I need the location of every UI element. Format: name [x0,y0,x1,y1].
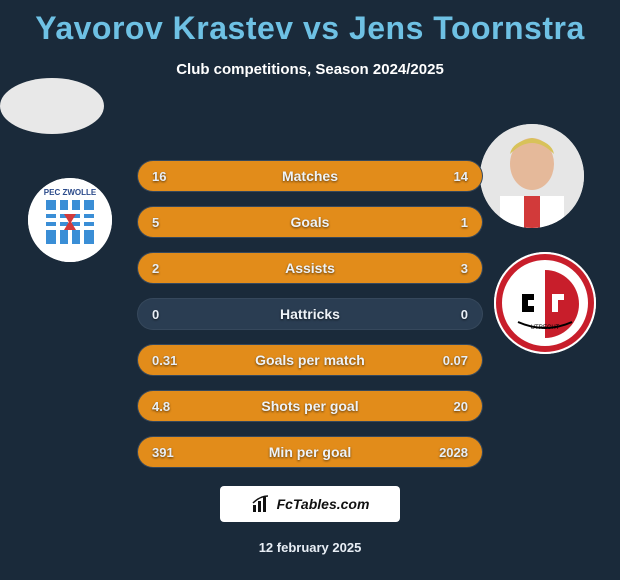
stat-bar: 0.31Goals per match0.07 [137,344,483,376]
stat-label: Hattricks [138,306,482,322]
stat-label: Min per goal [138,444,482,460]
stat-label: Assists [138,260,482,276]
page-title: Yavorov Krastev vs Jens Toornstra [0,0,620,47]
stat-value-right: 0.07 [443,353,468,368]
stat-row: 16Matches14 [137,160,483,192]
stat-row: 391Min per goal2028 [137,436,483,468]
stat-row: 0Hattricks0 [137,298,483,330]
fctables-badge[interactable]: FcTables.com [220,486,400,522]
stat-label: Matches [138,168,482,184]
stat-row: 0.31Goals per match0.07 [137,344,483,376]
stat-row: 4.8Shots per goal20 [137,390,483,422]
stat-row: 5Goals1 [137,206,483,238]
stat-value-right: 3 [461,261,468,276]
date-label: 12 february 2025 [0,540,620,555]
chart-icon [251,494,271,514]
stat-value-right: 20 [454,399,468,414]
stat-bar: 2Assists3 [137,252,483,284]
player-left-avatar [0,78,104,134]
subtitle: Club competitions, Season 2024/2025 [0,61,620,78]
stat-bar: 4.8Shots per goal20 [137,390,483,422]
stat-bar: 16Matches14 [137,160,483,192]
stat-row: 2Assists3 [137,252,483,284]
stat-bar: 391Min per goal2028 [137,436,483,468]
stat-value-right: 14 [454,169,468,184]
stats-container: 16Matches14 5Goals1 2Assists3 0Hattricks0 0.… [0,160,620,468]
stat-label: Goals [138,214,482,230]
stat-value-right: 0 [461,307,468,322]
stat-label: Shots per goal [138,398,482,414]
stat-value-right: 1 [461,215,468,230]
fctables-label: FcTables.com [277,496,370,512]
stat-bar: 5Goals1 [137,206,483,238]
stat-label: Goals per match [138,352,482,368]
stat-bar: 0Hattricks0 [137,298,483,330]
stat-value-right: 2028 [439,445,468,460]
